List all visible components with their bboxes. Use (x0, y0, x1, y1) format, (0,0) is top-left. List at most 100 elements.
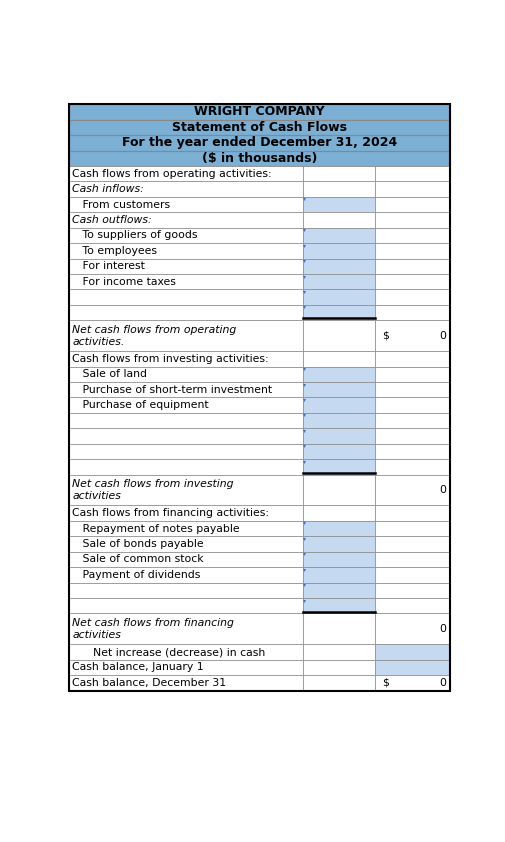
Bar (302, 644, 375, 660)
Bar (375, 274, 448, 290)
Text: To employees: To employees (72, 246, 157, 256)
Bar (69, 197, 302, 212)
Bar (302, 459, 375, 475)
Bar (302, 444, 375, 459)
Text: Cash inflows:: Cash inflows: (72, 184, 144, 195)
Text: Statement of Cash Flows: Statement of Cash Flows (172, 121, 346, 134)
Bar (302, 181, 375, 197)
Bar (69, 459, 302, 475)
Bar (69, 227, 302, 243)
Bar (375, 444, 448, 459)
Text: $: $ (382, 331, 388, 341)
Bar (69, 675, 302, 690)
Bar (375, 243, 448, 258)
Text: Purchase of short-term investment: Purchase of short-term investment (72, 385, 272, 395)
Bar (375, 568, 448, 583)
Text: 0: 0 (438, 485, 445, 495)
Bar (302, 475, 375, 505)
Bar (375, 536, 448, 552)
Bar (69, 166, 302, 181)
Bar (302, 660, 375, 675)
Bar (69, 258, 302, 274)
Bar (375, 397, 448, 413)
Text: For the year ended December 31, 2024: For the year ended December 31, 2024 (122, 136, 396, 149)
Bar (69, 320, 302, 351)
Bar (69, 444, 302, 459)
Text: Cash balance, December 31: Cash balance, December 31 (72, 678, 226, 688)
Bar (375, 660, 448, 675)
Bar (69, 505, 302, 521)
Bar (302, 382, 375, 397)
Text: Sale of common stock: Sale of common stock (72, 555, 204, 564)
Bar (69, 660, 302, 675)
Bar (375, 290, 448, 305)
Bar (302, 505, 375, 521)
Bar (375, 320, 448, 351)
Text: 0: 0 (438, 331, 445, 341)
Bar (69, 475, 302, 505)
Bar (375, 258, 448, 274)
Bar (375, 598, 448, 614)
Text: WRIGHT COMPANY: WRIGHT COMPANY (193, 105, 324, 119)
Text: Purchase of equipment: Purchase of equipment (72, 400, 209, 410)
Bar (69, 568, 302, 583)
Text: 0: 0 (438, 624, 445, 634)
Text: Net cash flows from operating
activities.: Net cash flows from operating activities… (72, 325, 236, 347)
Bar (375, 212, 448, 227)
Bar (69, 644, 302, 660)
Bar (69, 413, 302, 429)
Text: ($ in thousands): ($ in thousands) (201, 152, 317, 165)
Bar (302, 521, 375, 536)
Text: Cash flows from operating activities:: Cash flows from operating activities: (72, 168, 271, 179)
Bar (302, 429, 375, 444)
Bar (69, 583, 302, 598)
Text: Net cash flows from financing
activities: Net cash flows from financing activities (72, 618, 234, 640)
Bar (375, 366, 448, 382)
Bar (302, 536, 375, 552)
Text: $: $ (382, 678, 388, 688)
Text: Cash outflows:: Cash outflows: (72, 215, 152, 225)
Bar (69, 429, 302, 444)
Bar (375, 413, 448, 429)
Bar (375, 181, 448, 197)
Bar (375, 166, 448, 181)
Bar (69, 120, 448, 136)
Text: Cash flows from financing activities:: Cash flows from financing activities: (72, 509, 269, 518)
Bar (302, 166, 375, 181)
Bar (69, 136, 448, 151)
Bar (302, 227, 375, 243)
Bar (69, 351, 302, 366)
Text: Net cash flows from investing
activities: Net cash flows from investing activities (72, 479, 233, 501)
Bar (302, 675, 375, 690)
Bar (302, 351, 375, 366)
Bar (375, 197, 448, 212)
Bar (302, 212, 375, 227)
Bar (302, 583, 375, 598)
Bar (69, 151, 448, 166)
Bar (302, 320, 375, 351)
Text: For income taxes: For income taxes (72, 277, 176, 287)
Bar (69, 212, 302, 227)
Text: From customers: From customers (72, 200, 170, 210)
Bar (69, 274, 302, 290)
Bar (302, 397, 375, 413)
Bar (375, 521, 448, 536)
Bar (375, 429, 448, 444)
Text: To suppliers of goods: To suppliers of goods (72, 231, 197, 241)
Bar (375, 382, 448, 397)
Bar (69, 552, 302, 568)
Bar (69, 382, 302, 397)
Bar (302, 258, 375, 274)
Bar (69, 305, 302, 320)
Text: Cash balance, January 1: Cash balance, January 1 (72, 663, 204, 673)
Bar (69, 536, 302, 552)
Text: Payment of dividends: Payment of dividends (72, 570, 200, 580)
Bar (375, 614, 448, 644)
Bar (302, 274, 375, 290)
Text: Net increase (decrease) in cash: Net increase (decrease) in cash (72, 647, 265, 657)
Bar (375, 644, 448, 660)
Bar (69, 598, 302, 614)
Bar (375, 351, 448, 366)
Bar (302, 197, 375, 212)
Bar (375, 227, 448, 243)
